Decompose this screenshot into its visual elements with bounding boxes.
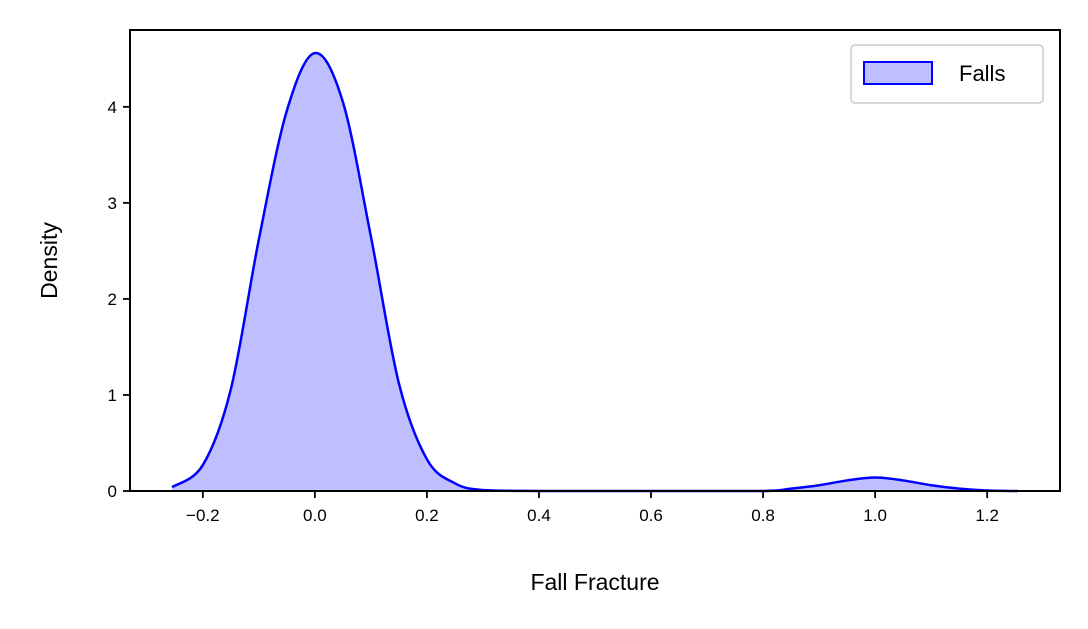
y-tick-label: 4 <box>108 98 117 117</box>
density-area-falls <box>172 52 1018 492</box>
plot-marks <box>171 51 1018 493</box>
y-tick-label: 2 <box>108 290 117 309</box>
plot-frame <box>129 29 1061 492</box>
y-axis: 0 1 2 3 4 <box>108 98 130 501</box>
legend: Falls <box>850 44 1044 104</box>
y-tick-label: 1 <box>108 386 117 405</box>
x-tick-label: 1.2 <box>975 506 999 525</box>
x-tick-label: 0.2 <box>415 506 439 525</box>
x-tick-label: 0.4 <box>527 506 551 525</box>
x-axis: −0.2 0.0 0.2 0.4 0.6 0.8 1.0 1.2 <box>186 491 999 525</box>
x-tick-label: 0.0 <box>303 506 327 525</box>
legend-label-falls: Falls <box>959 61 1005 86</box>
x-tick-label: −0.2 <box>186 506 220 525</box>
x-axis-label: Fall Fracture <box>530 569 659 595</box>
legend-swatch-falls <box>863 61 933 85</box>
x-tick-label: 0.6 <box>639 506 663 525</box>
y-tick-label: 0 <box>108 482 117 501</box>
legend-box <box>850 44 1044 104</box>
x-tick-label: 0.8 <box>751 506 775 525</box>
x-tick-label: 1.0 <box>863 506 887 525</box>
y-axis-label: Density <box>36 222 62 299</box>
density-line-falls <box>171 51 1018 493</box>
y-tick-label: 3 <box>108 194 117 213</box>
